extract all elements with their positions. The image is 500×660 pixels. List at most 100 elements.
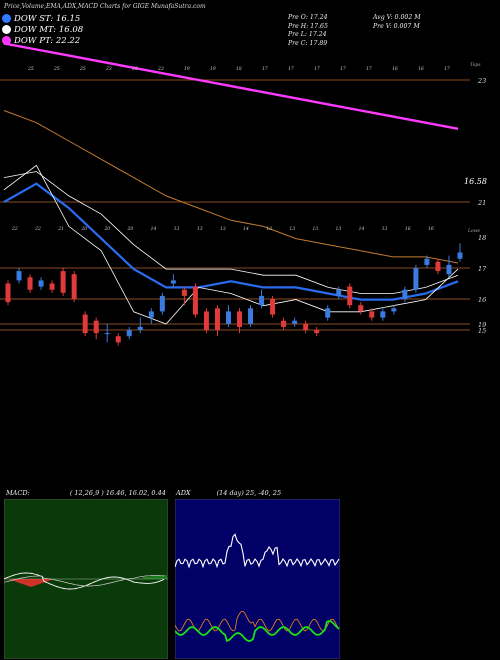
candle-body	[281, 320, 287, 327]
adx-chart	[175, 499, 340, 659]
adx-minus-di-line	[175, 610, 340, 632]
candle-body	[292, 320, 298, 324]
candle-body	[126, 330, 132, 337]
candle-body	[214, 308, 220, 330]
adx-line	[175, 620, 340, 643]
candle-body	[115, 336, 121, 343]
y-tick-label: 19	[478, 321, 486, 329]
top-date-label: 25	[53, 66, 60, 72]
macd-chart	[4, 499, 168, 659]
candle-body	[303, 323, 309, 330]
legend-swatch-blue	[2, 14, 11, 23]
main-chart: 25 25 25 23 23 23 19 19 18 17 17 17 17 17 16 16 17 22 22 21…	[0, 42, 487, 346]
candle-body	[270, 299, 276, 315]
top-date-label: 23	[105, 66, 112, 72]
bottom-date-label: 13	[266, 226, 272, 232]
candle-body	[369, 311, 375, 318]
y-tick-label: 17	[478, 265, 487, 273]
ema-series-line	[3, 164, 459, 325]
y-tick-label: 23	[477, 77, 486, 85]
candle-body	[27, 277, 33, 290]
bottom-date-label: 13	[336, 226, 342, 232]
top-date-label: 23	[157, 66, 164, 72]
last-value-label: 16.58	[464, 177, 487, 186]
legend: DOW ST: 16.15 DOW MT: 16.08 DOW PT: 22.2…	[2, 13, 83, 46]
y-tick-labels: 23 21 19 18 17 16 15	[477, 77, 487, 335]
bottom-date-label: 13	[289, 226, 295, 232]
bottom-date-label: 16	[428, 226, 434, 232]
candle-body	[159, 295, 165, 312]
adx-plus-di-line	[175, 533, 340, 569]
candle-body	[391, 308, 397, 312]
candle-body	[435, 261, 441, 272]
chart-title: Price,Volume,EMA,ADX,MACD Charts for GIG…	[4, 3, 150, 10]
legend-item-dow-st: DOW ST: 16.15	[2, 13, 83, 24]
adx-params: (14 day) 25, -40, 25	[216, 489, 282, 497]
bottom-date-label: 13	[312, 226, 318, 232]
candle-body	[71, 274, 77, 299]
top-date-label: 17	[288, 66, 294, 72]
date-labels: 25 25 25 23 23 23 19 19 18 17 17 17 17 17 16 16 17 22 22 21…	[11, 66, 450, 232]
bottom-date-label: 22	[11, 226, 18, 232]
macd-title: MACD: ( 12,26,9 ) 16.46, 16.02, 0.44	[6, 489, 166, 497]
candle-body	[402, 289, 408, 299]
candle-body	[104, 333, 110, 335]
top-date-label: 19	[210, 66, 216, 72]
candle-body	[203, 311, 209, 330]
candle-body	[413, 268, 419, 290]
avg-volume: Avg V: 0.002 M	[373, 14, 421, 21]
y-tick-label: 21	[477, 199, 486, 207]
tops-label: Tops	[470, 62, 481, 68]
ema-series-line	[3, 110, 459, 264]
bottom-date-label: 13	[197, 226, 203, 232]
legend-item-dow-pt: DOW PT: 22.22	[2, 35, 83, 46]
bottom-date-label: 20	[103, 226, 110, 232]
ema-series-line	[3, 42, 459, 130]
site-name: MunafaSutra.com	[151, 3, 206, 10]
top-date-label: 23	[131, 66, 138, 72]
candle-body	[148, 311, 154, 318]
candle-body	[60, 271, 66, 293]
top-date-label: 17	[444, 66, 450, 72]
candle-body	[38, 280, 44, 287]
y-tick-label: 15	[478, 327, 486, 335]
candle-body	[380, 311, 386, 318]
candle-body	[314, 330, 320, 334]
top-date-label: 16	[418, 66, 424, 72]
bottom-date-label: 20	[80, 226, 87, 232]
y-tick-label: 16	[478, 296, 486, 304]
top-date-label: 17	[366, 66, 372, 72]
candle-body	[170, 280, 176, 284]
pre-low: Pre L: 17.24	[288, 31, 327, 38]
candle-body	[82, 314, 88, 334]
macd-signal-line	[4, 575, 165, 587]
top-date-label: 17	[262, 66, 268, 72]
candle-body	[181, 289, 187, 296]
candle-body	[49, 283, 55, 290]
bottom-date-label: 14	[151, 226, 157, 232]
bottom-date-label: 13	[220, 226, 226, 232]
candle-body	[225, 311, 231, 324]
macd-line	[4, 572, 165, 590]
top-date-label: 17	[314, 66, 320, 72]
ema-series-line	[3, 171, 459, 294]
top-date-label: 25	[27, 66, 34, 72]
candle-body	[457, 252, 463, 259]
bottom-date-label: 13	[174, 226, 180, 232]
legend-swatch-white	[2, 25, 11, 34]
adx-title: ADX (14 day) 25, -40, 25	[176, 489, 282, 497]
candle-body	[259, 295, 265, 306]
candle-body	[336, 289, 342, 296]
candle-body	[5, 283, 11, 303]
candle-body	[446, 264, 452, 275]
candle-body	[93, 320, 99, 334]
candle-body	[358, 305, 364, 312]
ema-series-line	[3, 182, 459, 301]
top-date-label: 19	[184, 66, 190, 72]
macd-params: ( 12,26,9 ) 16.46, 16.02, 0.44	[69, 489, 166, 497]
candle-body	[424, 258, 430, 265]
lows-label: Lows	[467, 228, 481, 234]
bottom-date-label: 13	[382, 226, 388, 232]
candle-body	[192, 286, 198, 315]
candle-body	[237, 311, 243, 327]
